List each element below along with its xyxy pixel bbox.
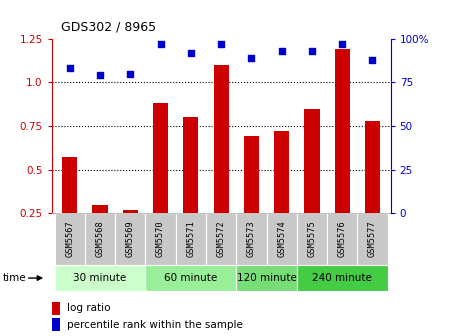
Bar [335,49,350,213]
Bar [304,109,320,213]
Point [97,73,104,78]
Text: GSM5575: GSM5575 [308,220,317,257]
Text: GSM5569: GSM5569 [126,220,135,257]
Bar [55,265,145,291]
Point [339,41,346,47]
Text: 60 minute: 60 minute [164,273,217,283]
Bar [297,213,327,265]
Text: GSM5571: GSM5571 [186,220,195,257]
Bar [145,213,176,265]
Text: GSM5573: GSM5573 [247,220,256,257]
Text: GSM5572: GSM5572 [216,220,226,257]
Bar [206,213,236,265]
Bar [297,265,387,291]
Point [127,71,134,76]
Bar [145,265,236,291]
Text: log ratio: log ratio [67,303,110,313]
Point [218,41,225,47]
Bar [85,213,115,265]
Bar [244,136,259,213]
Point [278,48,285,53]
Bar [52,318,60,331]
Point [157,41,164,47]
Bar [153,103,168,213]
Bar [357,213,387,265]
Point [369,57,376,62]
Bar [176,213,206,265]
Text: GSM5568: GSM5568 [96,220,105,257]
Bar [62,158,77,213]
Bar [183,117,198,213]
Text: 30 minute: 30 minute [74,273,127,283]
Bar [236,265,297,291]
Bar [92,205,108,213]
Text: 240 minute: 240 minute [312,273,372,283]
Bar [115,213,145,265]
Text: GSM5577: GSM5577 [368,220,377,257]
Bar [55,213,85,265]
Point [308,48,316,53]
Bar [274,131,289,213]
Bar [267,213,297,265]
Bar [327,213,357,265]
Text: GSM5567: GSM5567 [65,220,74,257]
Bar [52,302,60,315]
Bar [365,121,380,213]
Point [248,55,255,60]
Bar [123,210,138,213]
Bar [214,65,229,213]
Point [66,66,73,71]
Text: GSM5574: GSM5574 [277,220,286,257]
Text: percentile rank within the sample: percentile rank within the sample [67,320,243,330]
Text: GDS302 / 8965: GDS302 / 8965 [61,20,156,34]
Point [187,50,194,55]
Text: 120 minute: 120 minute [237,273,296,283]
Text: GSM5576: GSM5576 [338,220,347,257]
Bar [236,213,267,265]
Text: time: time [2,273,26,283]
Text: GSM5570: GSM5570 [156,220,165,257]
